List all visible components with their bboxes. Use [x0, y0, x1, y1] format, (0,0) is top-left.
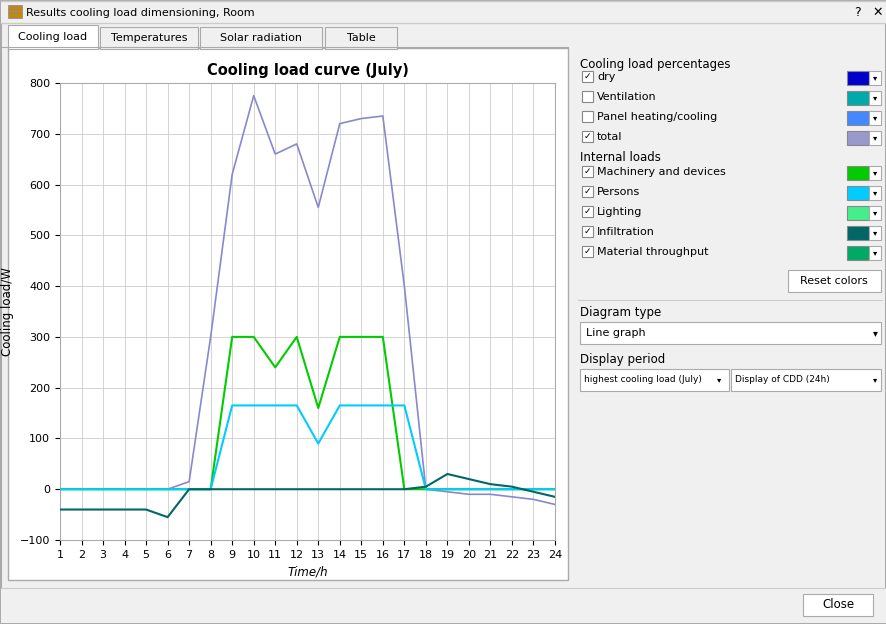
- Text: Close: Close: [821, 598, 853, 612]
- Bar: [581, 71, 593, 82]
- Text: Solar radiation: Solar radiation: [220, 33, 301, 43]
- Bar: [579, 369, 728, 391]
- Text: Results cooling load dimensioning, Room: Results cooling load dimensioning, Room: [26, 8, 254, 18]
- Text: ▾: ▾: [872, 94, 876, 102]
- Bar: [846, 186, 868, 200]
- Text: ▾: ▾: [872, 208, 876, 218]
- Text: Lighting: Lighting: [596, 207, 641, 217]
- Bar: [8, 25, 97, 49]
- Bar: [581, 111, 593, 122]
- Bar: [868, 246, 880, 260]
- Bar: [868, 226, 880, 240]
- Bar: [868, 186, 880, 200]
- Text: ▾: ▾: [716, 376, 720, 384]
- Bar: [730, 369, 880, 391]
- Text: Display of CDD (24h): Display of CDD (24h): [734, 376, 828, 384]
- Text: Reset colors: Reset colors: [799, 276, 867, 286]
- Text: ✓: ✓: [583, 227, 591, 236]
- Bar: [868, 166, 880, 180]
- Text: Table: Table: [346, 33, 375, 43]
- Text: ▾: ▾: [872, 74, 876, 82]
- Bar: [579, 322, 880, 344]
- Bar: [868, 71, 880, 85]
- Bar: [581, 166, 593, 177]
- Bar: [846, 111, 868, 125]
- Text: ▾: ▾: [872, 188, 876, 198]
- Text: ▾: ▾: [872, 228, 876, 238]
- Text: ▾: ▾: [872, 328, 876, 338]
- Bar: [581, 186, 593, 197]
- Text: Cooling load percentages: Cooling load percentages: [579, 58, 730, 71]
- Text: ▾: ▾: [872, 168, 876, 177]
- Bar: [846, 91, 868, 105]
- Text: Internal loads: Internal loads: [579, 151, 660, 164]
- Text: Line graph: Line graph: [586, 328, 645, 338]
- Bar: [868, 131, 880, 145]
- Text: ▾: ▾: [872, 134, 876, 142]
- Title: Cooling load curve (July): Cooling load curve (July): [206, 62, 408, 77]
- Bar: [8, 5, 22, 18]
- Bar: [1, 588, 885, 623]
- Text: dry: dry: [596, 72, 615, 82]
- Bar: [8, 48, 567, 580]
- Bar: [581, 246, 593, 257]
- Text: Persons: Persons: [596, 187, 640, 197]
- Text: ✓: ✓: [583, 132, 591, 141]
- Bar: [581, 91, 593, 102]
- Text: ✓: ✓: [583, 207, 591, 216]
- Text: Material throughput: Material throughput: [596, 247, 708, 257]
- Bar: [846, 166, 868, 180]
- Bar: [846, 131, 868, 145]
- Text: ✓: ✓: [583, 247, 591, 256]
- Text: ✕: ✕: [872, 6, 882, 19]
- Text: ▾: ▾: [872, 114, 876, 122]
- Bar: [1, 1, 885, 23]
- Bar: [846, 71, 868, 85]
- Bar: [868, 206, 880, 220]
- Text: Display period: Display period: [579, 353, 664, 366]
- Text: Temperatures: Temperatures: [111, 33, 187, 43]
- Text: Infiltration: Infiltration: [596, 227, 654, 237]
- Bar: [100, 27, 198, 49]
- Bar: [802, 594, 872, 616]
- Bar: [324, 27, 397, 49]
- Bar: [581, 206, 593, 217]
- Bar: [846, 206, 868, 220]
- Bar: [581, 226, 593, 237]
- Text: Machinery and devices: Machinery and devices: [596, 167, 725, 177]
- Bar: [846, 226, 868, 240]
- Text: total: total: [596, 132, 622, 142]
- Bar: [581, 131, 593, 142]
- Text: ✓: ✓: [583, 167, 591, 176]
- Text: highest cooling load (July): highest cooling load (July): [583, 376, 701, 384]
- Bar: [199, 27, 322, 49]
- Text: ▾: ▾: [872, 248, 876, 258]
- Bar: [868, 91, 880, 105]
- Text: ✓: ✓: [583, 187, 591, 196]
- Text: Ventilation: Ventilation: [596, 92, 656, 102]
- Text: ?: ?: [852, 6, 859, 19]
- Text: Cooling load: Cooling load: [19, 32, 88, 42]
- Text: Panel heating/cooling: Panel heating/cooling: [596, 112, 717, 122]
- Y-axis label: Cooling load/W: Cooling load/W: [2, 267, 14, 356]
- Text: Diagram type: Diagram type: [579, 306, 660, 319]
- Bar: [787, 270, 880, 292]
- X-axis label: Time/h: Time/h: [287, 565, 328, 578]
- Text: ▾: ▾: [872, 376, 876, 384]
- Bar: [868, 111, 880, 125]
- Text: ✓: ✓: [583, 72, 591, 81]
- Bar: [846, 246, 868, 260]
